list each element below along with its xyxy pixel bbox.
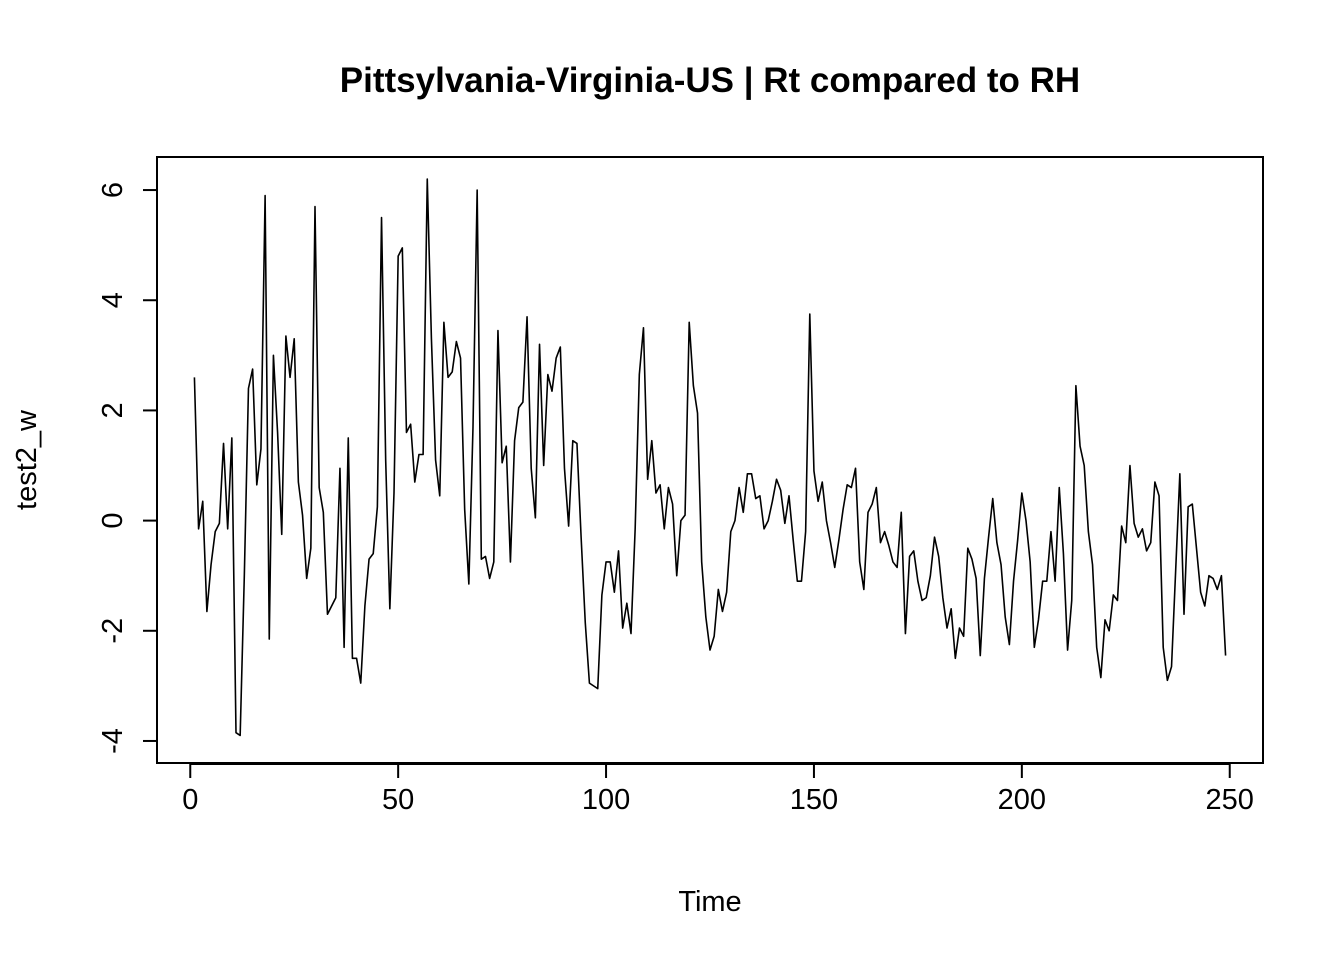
x-axis: 0 50 100 150 200 250 bbox=[182, 763, 1254, 816]
x-axis-label: Time bbox=[678, 886, 741, 918]
series-layer bbox=[193, 178, 1227, 737]
x-tick-label: 100 bbox=[582, 784, 630, 816]
y-tick-label: 0 bbox=[97, 513, 129, 529]
y-tick-label: 4 bbox=[97, 292, 129, 308]
chart-title: Pittsylvania-Virginia-US | Rt compared t… bbox=[340, 61, 1080, 100]
x-tick-label: 50 bbox=[382, 784, 414, 816]
y-axis: -4 -2 0 2 4 6 bbox=[97, 182, 158, 754]
series-line bbox=[193, 178, 1227, 737]
x-tick-label: 0 bbox=[182, 784, 198, 816]
plot-frame bbox=[156, 156, 1264, 764]
x-tick-label: 150 bbox=[790, 784, 838, 816]
y-tick-label: -4 bbox=[97, 728, 129, 754]
y-tick-label: 6 bbox=[97, 182, 129, 198]
y-axis-label: test2_w bbox=[11, 409, 43, 510]
x-tick-label: 250 bbox=[1206, 784, 1254, 816]
y-tick-label: 2 bbox=[97, 402, 129, 418]
x-tick-label: 200 bbox=[998, 784, 1046, 816]
y-tick-label: -2 bbox=[97, 618, 129, 644]
